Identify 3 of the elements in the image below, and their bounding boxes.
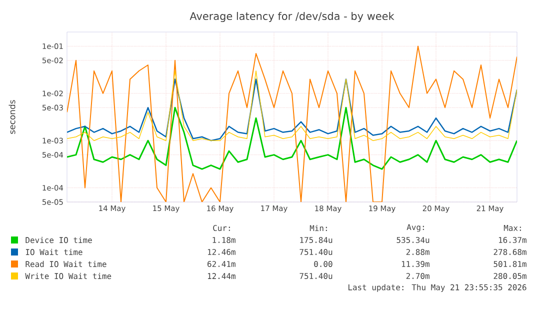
y-axis-title: seconds — [8, 100, 16, 134]
line-series — [67, 106, 518, 170]
chart-title: Average latency for /dev/sda - by week — [190, 12, 394, 22]
